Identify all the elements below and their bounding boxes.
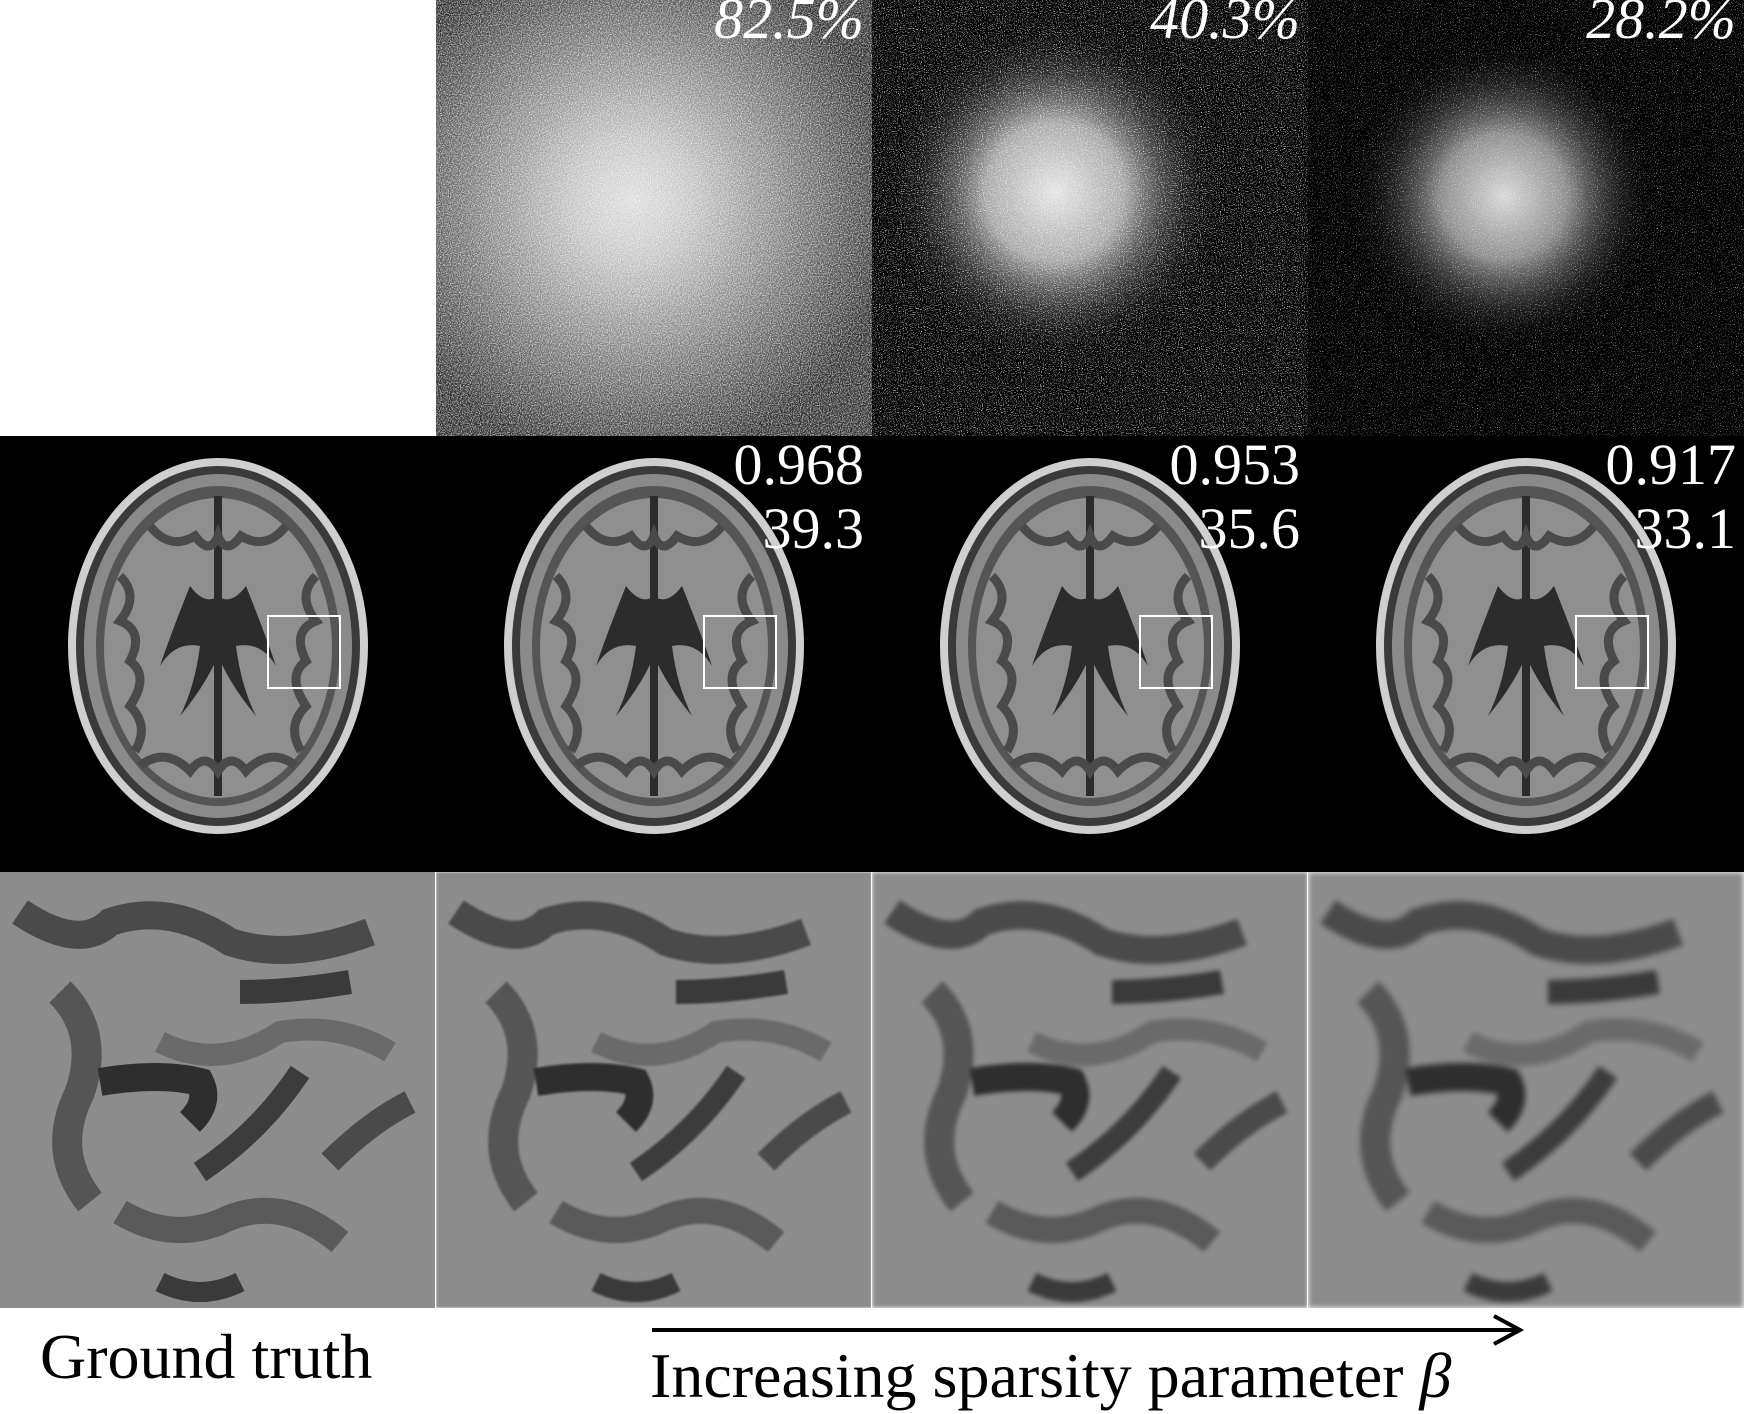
sampling-mask-2: 40.3% [872,0,1308,436]
reconstruction-3-graphic [1308,436,1744,872]
psnr-value-1: 39.3 [762,496,865,561]
sparsity-arrow [652,1314,1525,1346]
caption-sparsity-text: Increasing sparsity parameter [650,1340,1404,1411]
zoom-box [1139,615,1213,689]
mask-percentage-2: 40.3% [1150,0,1300,51]
zoomed-crop-ground-truth-graphic [0,872,435,1308]
zoomed-crop-1 [436,872,871,1308]
mask-3-graphic [1308,0,1744,436]
beta-symbol: β [1419,1340,1452,1411]
zoomed-crop-3 [1308,872,1744,1308]
zoomed-crop-3-graphic [1308,872,1744,1308]
reconstruction-2-graphic [872,436,1308,872]
zoomed-crop-ground-truth [0,872,435,1308]
reconstruction-1: 0.968 39.3 [436,436,872,872]
zoom-box [1575,615,1649,689]
zoom-box [267,615,341,689]
zoomed-crop-1-graphic [436,872,871,1308]
sampling-mask-1: 82.5% [436,0,872,436]
blank-corner [0,0,436,436]
ground-truth-brain [0,436,436,872]
reconstruction-3: 0.917 33.1 [1308,436,1744,872]
zoomed-crop-2-graphic [872,872,1307,1308]
mask-percentage-3: 28.2% [1586,0,1736,51]
zoomed-crop-2 [872,872,1307,1308]
reconstruction-1-graphic [436,436,872,872]
mask-percentage-1: 82.5% [714,0,864,51]
reconstruction-2: 0.953 35.6 [872,436,1308,872]
ssim-value-1: 0.968 [733,436,865,497]
mask-2-graphic [872,0,1308,436]
ssim-value-3: 0.917 [1605,436,1737,497]
caption-ground-truth: Ground truth [40,1321,373,1392]
caption-sparsity: Increasing sparsity parameter β [650,1344,1451,1408]
ground-truth-brain-graphic [0,436,436,872]
zoom-box [703,615,777,689]
psnr-value-2: 35.6 [1198,496,1301,561]
mask-1-graphic [436,0,872,436]
psnr-value-3: 33.1 [1634,496,1737,561]
ssim-value-2: 0.953 [1169,436,1301,497]
sampling-mask-3: 28.2% [1308,0,1744,436]
